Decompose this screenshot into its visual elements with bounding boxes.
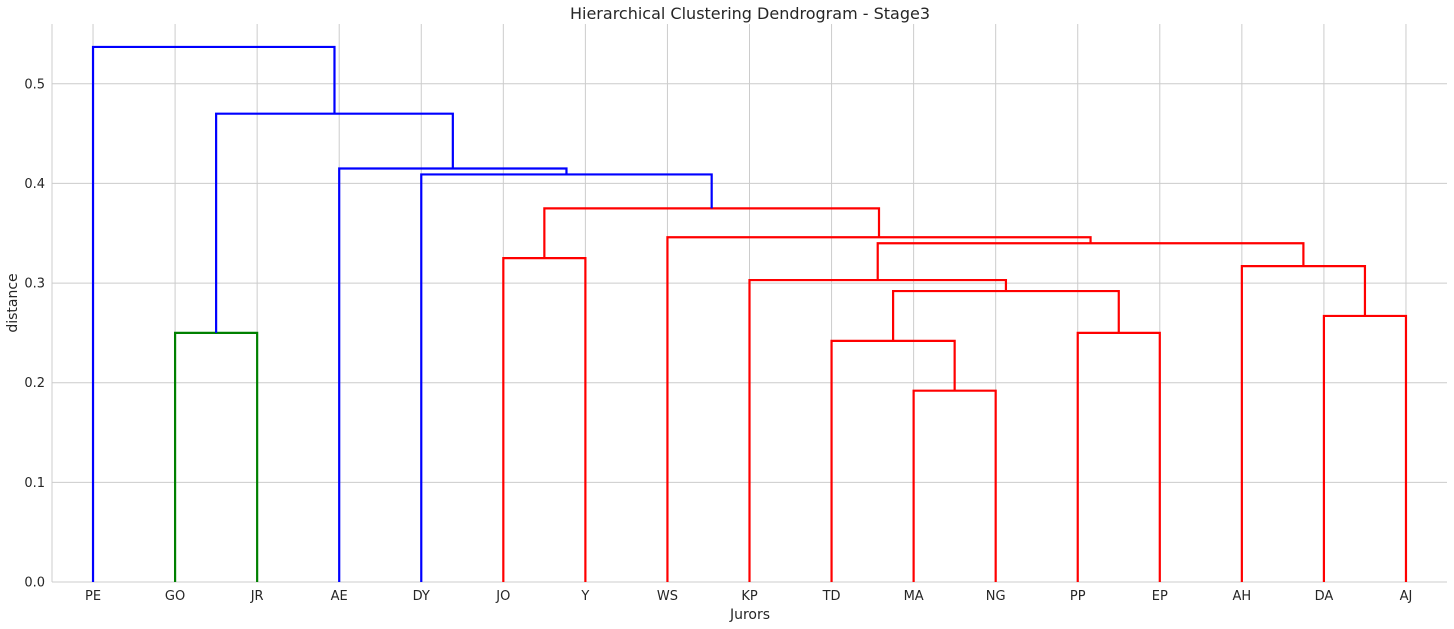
dendrogram-link <box>830 339 956 582</box>
x-tick-label: TD <box>822 589 841 604</box>
x-tick-label: GO <box>165 589 185 604</box>
y-tick-label: 0.5 <box>24 77 45 92</box>
dendrogram-link <box>1076 331 1161 582</box>
dendrogram-link <box>543 207 881 259</box>
dendrogram-link <box>215 112 454 333</box>
dendrogram-link <box>502 257 587 582</box>
dendrogram-link <box>1240 265 1367 582</box>
x-tick-label: EP <box>1152 589 1168 604</box>
x-tick-label: DA <box>1315 589 1334 604</box>
x-tick-label: PP <box>1070 589 1086 604</box>
dendrogram-link <box>338 167 568 582</box>
x-axis-label: Jurors <box>729 607 770 623</box>
x-tick-label: JO <box>495 589 510 604</box>
y-tick-label: 0.2 <box>24 376 45 391</box>
x-tick-label: DY <box>413 589 430 604</box>
x-tick-label: AH <box>1233 589 1252 604</box>
y-tick-labels: 0.0 0.1 0.2 0.3 0.4 0.5 <box>24 77 45 590</box>
x-tick-label: AE <box>331 589 348 604</box>
y-axis-label: distance <box>5 273 21 332</box>
dendrogram-link <box>1322 314 1408 582</box>
x-tick-label: AJ <box>1400 589 1413 604</box>
y-tick-label: 0.3 <box>24 277 45 292</box>
x-tick-label: Y <box>580 589 589 604</box>
y-tick-label: 0.4 <box>24 177 45 192</box>
x-tick-labels: PE GO JR AE DY JO Y WS KP TD MA NG PP EP AH DA AJ <box>85 589 1412 604</box>
dendrogram-link <box>748 278 1008 582</box>
dendrogram-links <box>91 45 1408 582</box>
x-tick-label: KP <box>741 589 758 604</box>
y-tick-label: 0.1 <box>24 476 45 491</box>
x-tick-label: PE <box>85 589 101 604</box>
chart-title: Hierarchical Clustering Dendrogram - Sta… <box>570 4 930 23</box>
x-tick-label: NG <box>986 589 1006 604</box>
dendrogram-link <box>876 242 1305 281</box>
x-tick-label: WS <box>657 589 678 604</box>
dendrogram-link <box>666 236 1092 582</box>
x-tick-label: MA <box>904 589 924 604</box>
x-tick-label: JR <box>250 589 264 604</box>
dendrogram-link <box>173 331 259 582</box>
y-tick-label: 0.0 <box>24 576 45 591</box>
dendrogram-link <box>912 389 997 582</box>
dendrogram-link <box>91 45 336 582</box>
